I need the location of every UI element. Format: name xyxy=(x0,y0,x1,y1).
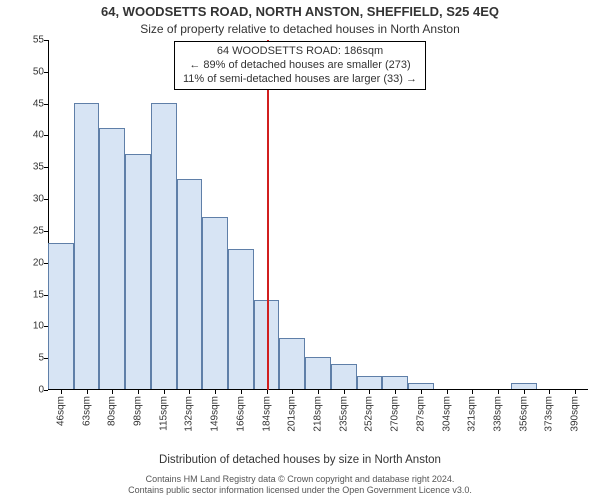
x-tick-label: 218sqm xyxy=(313,396,324,432)
y-tick-label: 50 xyxy=(33,66,44,77)
x-tick-label: 373sqm xyxy=(544,396,555,432)
y-tick-mark xyxy=(44,104,48,105)
annotation-box: 64 WOODSETTS ROAD: 186sqm ← 89% of detac… xyxy=(174,41,426,90)
y-tick-mark xyxy=(44,72,48,73)
chart-title-address: 64, WOODSETTS ROAD, NORTH ANSTON, SHEFFI… xyxy=(0,4,600,19)
y-tick-mark xyxy=(44,135,48,136)
y-tick-label: 20 xyxy=(33,257,44,268)
x-tick-mark xyxy=(472,390,473,394)
annotation-line-3: 11% of semi-detached houses are larger (… xyxy=(183,73,417,87)
x-tick-label: 270sqm xyxy=(390,396,401,432)
plot-area: 051015202530354045505546sqm63sqm80sqm98s… xyxy=(48,40,588,390)
x-tick-label: 149sqm xyxy=(210,396,221,432)
x-tick-mark xyxy=(524,390,525,394)
histogram-bar xyxy=(177,179,203,389)
x-tick-mark xyxy=(164,390,165,394)
x-tick-label: 390sqm xyxy=(570,396,581,432)
x-tick-label: 184sqm xyxy=(261,396,272,432)
x-tick-mark xyxy=(189,390,190,394)
x-tick-label: 287sqm xyxy=(415,396,426,432)
x-tick-mark xyxy=(369,390,370,394)
x-tick-label: 115sqm xyxy=(158,396,169,431)
x-tick-label: 235sqm xyxy=(338,396,349,432)
x-tick-label: 304sqm xyxy=(441,396,452,432)
histogram-bar xyxy=(408,383,434,389)
x-tick-label: 321sqm xyxy=(467,396,478,432)
histogram-bar xyxy=(382,376,408,389)
chart-container: 64, WOODSETTS ROAD, NORTH ANSTON, SHEFFI… xyxy=(0,0,600,500)
x-tick-mark xyxy=(215,390,216,394)
x-tick-mark xyxy=(267,390,268,394)
x-tick-mark xyxy=(61,390,62,394)
y-tick-label: 30 xyxy=(33,194,44,205)
x-tick-label: 46sqm xyxy=(55,396,66,426)
x-tick-label: 166sqm xyxy=(235,396,246,432)
y-tick-mark xyxy=(44,390,48,391)
x-tick-mark xyxy=(241,390,242,394)
annotation-line-1: 64 WOODSETTS ROAD: 186sqm xyxy=(183,45,417,59)
x-tick-mark xyxy=(292,390,293,394)
x-axis-label: Distribution of detached houses by size … xyxy=(0,454,600,466)
x-tick-label: 63sqm xyxy=(81,396,92,426)
x-tick-mark xyxy=(87,390,88,394)
histogram-bar xyxy=(74,103,100,389)
attribution: Contains HM Land Registry data © Crown c… xyxy=(0,474,600,496)
x-tick-mark xyxy=(344,390,345,394)
x-tick-mark xyxy=(575,390,576,394)
reference-line xyxy=(267,40,269,390)
annotation-line-2: ← 89% of detached houses are smaller (27… xyxy=(183,59,417,73)
x-tick-mark xyxy=(395,390,396,394)
histogram-bar xyxy=(202,217,228,389)
x-tick-mark xyxy=(498,390,499,394)
histogram-bar xyxy=(511,383,537,389)
histogram-bar xyxy=(151,103,177,389)
x-tick-label: 252sqm xyxy=(364,396,375,432)
x-tick-label: 98sqm xyxy=(133,396,144,426)
y-tick-label: 25 xyxy=(33,225,44,236)
y-tick-label: 45 xyxy=(33,98,44,109)
attribution-line-1: Contains HM Land Registry data © Crown c… xyxy=(0,474,600,485)
histogram-bar xyxy=(48,243,74,389)
x-tick-mark xyxy=(112,390,113,394)
x-tick-label: 132sqm xyxy=(184,396,195,432)
y-tick-label: 35 xyxy=(33,162,44,173)
x-tick-mark xyxy=(549,390,550,394)
y-tick-mark xyxy=(44,199,48,200)
histogram-bar xyxy=(125,154,151,389)
histogram-bar xyxy=(305,357,331,389)
histogram-bar xyxy=(279,338,305,389)
histogram-bar xyxy=(99,128,125,389)
y-tick-mark xyxy=(44,231,48,232)
y-tick-label: 10 xyxy=(33,321,44,332)
x-tick-label: 80sqm xyxy=(107,396,118,426)
x-tick-mark xyxy=(138,390,139,394)
x-tick-label: 356sqm xyxy=(518,396,529,432)
chart-subtitle: Size of property relative to detached ho… xyxy=(0,22,600,36)
x-tick-mark xyxy=(447,390,448,394)
histogram-bar xyxy=(331,364,357,389)
x-tick-label: 338sqm xyxy=(493,396,504,432)
attribution-line-2: Contains public sector information licen… xyxy=(0,485,600,496)
x-tick-mark xyxy=(421,390,422,394)
y-tick-label: 55 xyxy=(33,35,44,46)
y-tick-label: 15 xyxy=(33,289,44,300)
x-tick-mark xyxy=(318,390,319,394)
histogram-bar xyxy=(357,376,383,389)
histogram-bar xyxy=(228,249,254,389)
y-tick-mark xyxy=(44,167,48,168)
y-tick-label: 40 xyxy=(33,130,44,141)
y-tick-mark xyxy=(44,40,48,41)
x-tick-label: 201sqm xyxy=(287,396,298,432)
